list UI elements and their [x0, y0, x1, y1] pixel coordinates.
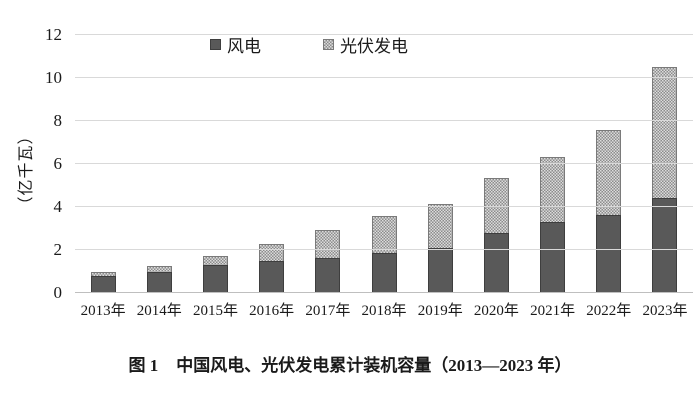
- bar-column-2021年: [525, 35, 581, 293]
- bar-series-container: [75, 35, 693, 293]
- bar-segment-pv-2023年: [652, 67, 678, 199]
- bar-stack-2013年: [90, 272, 116, 293]
- bar-segment-pv-2016年: [259, 244, 285, 261]
- bar-column-2023年: [637, 35, 693, 293]
- bar-segment-wind-2014年: [146, 272, 172, 293]
- bar-segment-wind-2023年: [652, 198, 678, 293]
- y-tick-label-2: 2: [53, 240, 63, 259]
- bar-stack-2016年: [259, 244, 285, 293]
- bar-segment-pv-2017年: [315, 229, 341, 258]
- y-tick-label-0: 0: [53, 283, 63, 302]
- gridline-y12: [75, 34, 693, 35]
- bar-segment-pv-2020年: [483, 178, 509, 233]
- legend-item-pv: 光伏发电: [323, 32, 408, 57]
- bar-segment-wind-2016年: [259, 260, 285, 293]
- figure-caption: 图 1 中国风电、光伏发电累计装机容量（2013—2023 年）: [0, 351, 700, 376]
- x-tick-label-2017年: 2017年: [305, 303, 351, 319]
- bar-stack-2022年: [596, 130, 622, 293]
- x-tick-label-2014年: 2014年: [136, 303, 182, 319]
- bar-segment-pv-2014年: [146, 266, 172, 273]
- x-tick-label-2020年: 2020年: [473, 303, 519, 319]
- bar-column-2019年: [412, 35, 468, 293]
- bar-segment-wind-2015年: [202, 265, 228, 293]
- gridline-y2: [75, 249, 693, 250]
- wind-legend-swatch-icon: [210, 39, 221, 50]
- bar-stack-2020年: [483, 178, 509, 293]
- bar-column-2022年: [581, 35, 637, 293]
- bar-segment-pv-2021年: [540, 156, 566, 223]
- bar-segment-pv-2013年: [90, 272, 116, 277]
- bar-stack-2021年: [540, 156, 566, 293]
- x-tick-label-2022年: 2022年: [586, 303, 632, 319]
- x-tick-label-2013年: 2013年: [80, 303, 126, 319]
- bar-segment-wind-2018年: [371, 253, 397, 293]
- x-axis-line: [75, 292, 693, 293]
- x-tick-label-2019年: 2019年: [417, 303, 463, 319]
- figure-caption-number: 图 1: [128, 356, 159, 375]
- x-axis-labels: 2013年 2014年 2015年 2016年 2017年 2018年 2019年 2020年…: [75, 301, 693, 321]
- bar-segment-wind-2020年: [483, 232, 509, 293]
- figure-caption-text: 中国风电、光伏发电累计装机容量（2013—2023 年）: [176, 356, 572, 375]
- legend-label-pv: 光伏发电: [340, 37, 408, 56]
- bar-stack-2015年: [202, 256, 228, 293]
- bar-segment-wind-2022年: [596, 214, 622, 293]
- gridline-y8: [75, 120, 693, 121]
- y-tick-label-12: 12: [45, 25, 62, 44]
- plot-area: [75, 34, 693, 293]
- bar-column-2015年: [187, 35, 243, 293]
- legend-item-wind: 风电: [210, 32, 261, 57]
- bar-stack-2019年: [427, 204, 453, 293]
- x-tick-label-2015年: 2015年: [192, 303, 238, 319]
- y-axis-labels: 0 2 4 6 8 10 12: [0, 26, 66, 302]
- x-tick-label-2021年: 2021年: [530, 303, 576, 319]
- bar-segment-pv-2018年: [371, 216, 397, 254]
- gridline-y4: [75, 206, 693, 207]
- bar-segment-pv-2019年: [427, 204, 453, 248]
- x-tick-label-2016年: 2016年: [249, 303, 295, 319]
- gridline-y10: [75, 77, 693, 78]
- bar-stack-2014年: [146, 266, 172, 293]
- bar-column-2018年: [356, 35, 412, 293]
- bar-segment-wind-2021年: [540, 222, 566, 293]
- chart-legend: 风电 光伏发电: [210, 32, 408, 57]
- y-tick-label-10: 10: [45, 68, 62, 87]
- bar-segment-pv-2022年: [596, 130, 622, 215]
- bar-column-2020年: [468, 35, 524, 293]
- bar-segment-wind-2019年: [427, 247, 453, 293]
- bar-column-2014年: [131, 35, 187, 293]
- x-tick-label-2018年: 2018年: [361, 303, 407, 319]
- bar-segment-wind-2013年: [90, 276, 116, 293]
- bar-column-2017年: [300, 35, 356, 293]
- pv-legend-swatch-icon: [323, 39, 334, 50]
- bar-column-2013年: [75, 35, 131, 293]
- bar-stack-2018年: [371, 216, 397, 293]
- bar-column-2016年: [244, 35, 300, 293]
- bar-stack-2017年: [315, 229, 341, 293]
- bar-stack-2023年: [652, 67, 678, 293]
- y-tick-label-6: 6: [53, 154, 63, 173]
- legend-label-wind: 风电: [227, 37, 261, 56]
- x-tick-label-2023年: 2023年: [642, 303, 688, 319]
- bar-segment-pv-2015年: [202, 256, 228, 266]
- y-tick-label-4: 4: [53, 197, 63, 216]
- gridline-y6: [75, 163, 693, 164]
- bar-segment-wind-2017年: [315, 257, 341, 293]
- y-tick-label-8: 8: [53, 111, 63, 130]
